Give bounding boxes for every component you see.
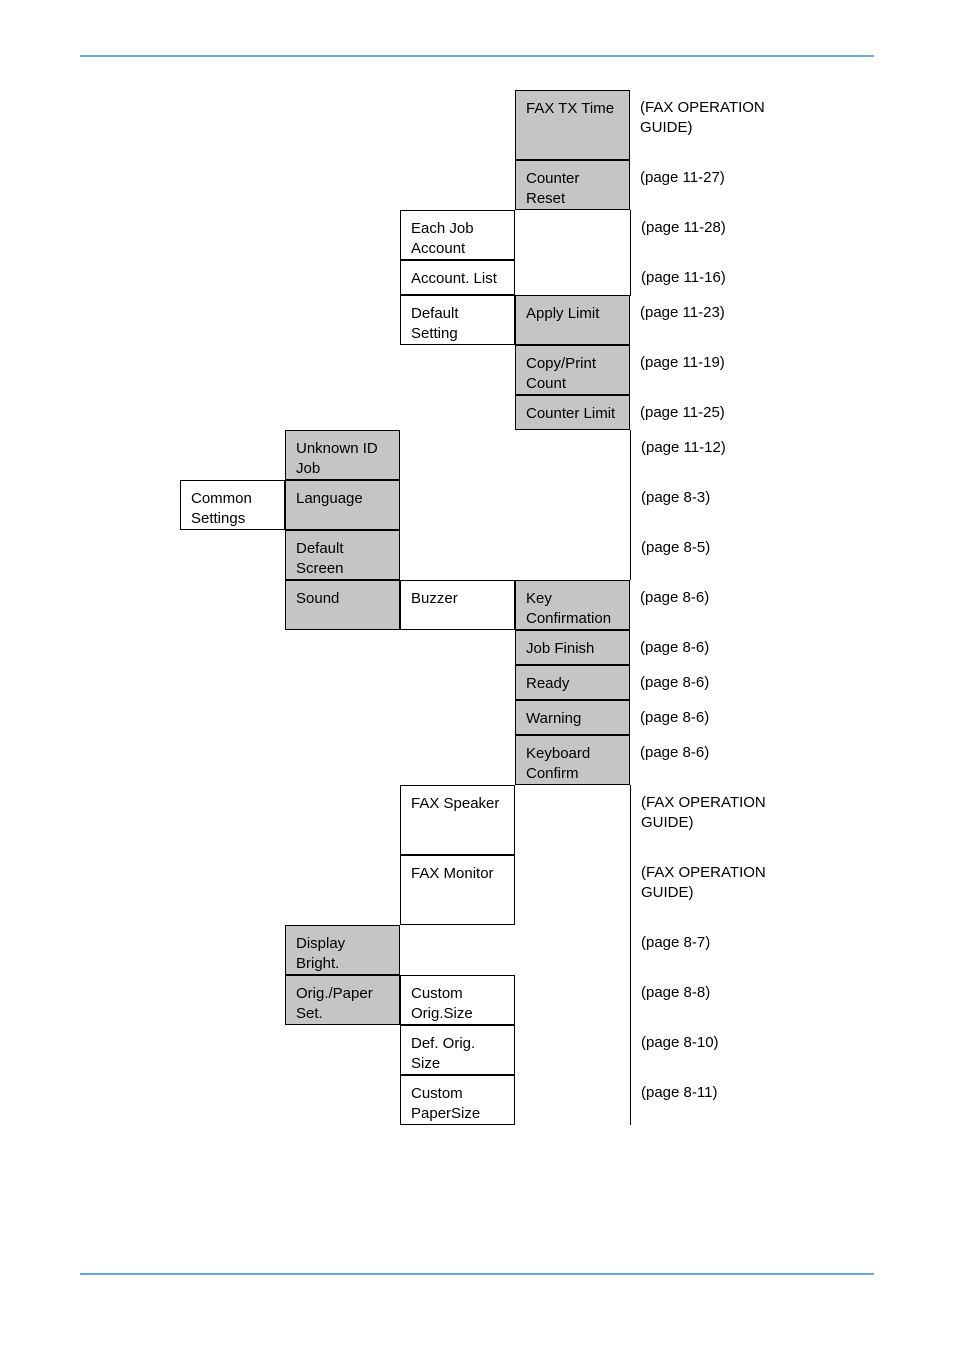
page-reference: (page 8-3) — [630, 480, 780, 530]
page-reference: (page 8-10) — [630, 1025, 780, 1075]
menu-cell: Key Confirmation — [515, 580, 630, 630]
page-reference: (page 11-16) — [630, 260, 780, 296]
menu-cell: FAX TX Time — [515, 90, 630, 160]
page-reference: (page 8-6) — [630, 700, 780, 736]
page-reference: (page 8-11) — [630, 1075, 780, 1125]
page-reference: (page 11-19) — [630, 345, 780, 395]
page-reference: (page 8-6) — [630, 580, 780, 630]
bottom-rule — [80, 1273, 874, 1275]
menu-cell: Account. List — [400, 260, 515, 295]
page-reference: (FAX OPERATION GUIDE) — [630, 90, 780, 160]
page-reference: (page 8-6) — [630, 630, 780, 666]
menu-cell: Unknown ID Job — [285, 430, 400, 480]
menu-cell: Default Screen — [285, 530, 400, 580]
menu-cell: Job Finish — [515, 630, 630, 665]
page-reference: (page 8-7) — [630, 925, 780, 975]
page-reference: (FAX OPERATION GUIDE) — [630, 855, 780, 925]
menu-cell: Custom PaperSize — [400, 1075, 515, 1125]
page-reference: (page 8-5) — [630, 530, 780, 580]
page-reference: (page 11-12) — [630, 430, 780, 480]
menu-cell: Orig./Paper Set. — [285, 975, 400, 1025]
page-reference: (FAX OPERATION GUIDE) — [630, 785, 780, 855]
menu-cell: Default Setting — [400, 295, 515, 345]
menu-cell: Keyboard Confirm — [515, 735, 630, 785]
page-reference: (page 8-8) — [630, 975, 780, 1025]
menu-cell: Custom Orig.Size — [400, 975, 515, 1025]
page-reference: (page 11-27) — [630, 160, 780, 210]
menu-cell: Counter Limit — [515, 395, 630, 430]
page-reference: (page 11-23) — [630, 295, 780, 345]
page-reference: (page 11-25) — [630, 395, 780, 431]
page-reference: (page 8-6) — [630, 735, 780, 785]
menu-cell: Display Bright. — [285, 925, 400, 975]
menu-cell: Copy/Print Count — [515, 345, 630, 395]
menu-cell: Language — [285, 480, 400, 530]
menu-cell: Apply Limit — [515, 295, 630, 345]
menu-cell: Def. Orig. Size — [400, 1025, 515, 1075]
menu-cell: FAX Speaker — [400, 785, 515, 855]
menu-cell: Counter Reset — [515, 160, 630, 210]
menu-cell: FAX Monitor — [400, 855, 515, 925]
top-rule — [80, 55, 874, 57]
menu-cell: Each Job Account — [400, 210, 515, 260]
page-reference: (page 11-28) — [630, 210, 780, 260]
menu-cell: Warning — [515, 700, 630, 735]
menu-cell: Sound — [285, 580, 400, 630]
menu-cell: Ready — [515, 665, 630, 700]
menu-cell: Buzzer — [400, 580, 515, 630]
page-reference: (page 8-6) — [630, 665, 780, 701]
menu-cell: Common Settings — [180, 480, 285, 530]
